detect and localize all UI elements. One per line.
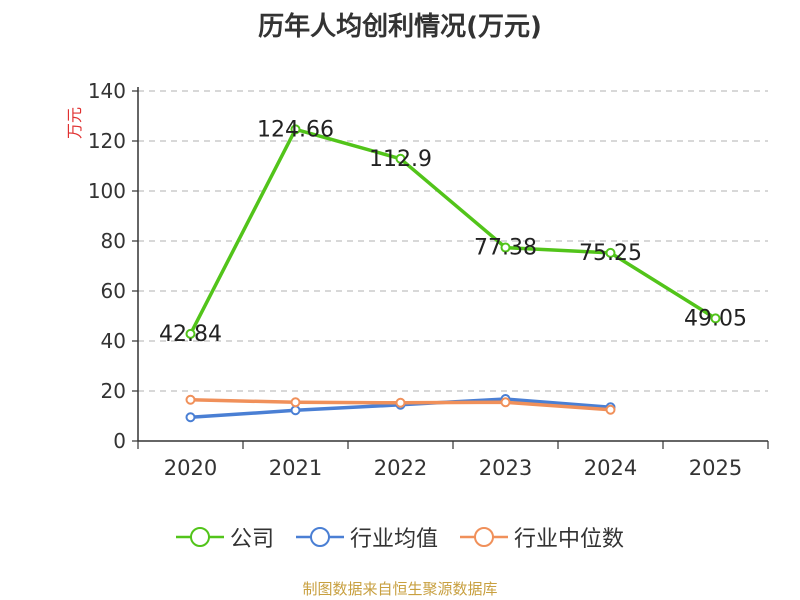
x-tick-label: 2023	[479, 456, 532, 480]
legend-swatch-marker	[474, 527, 494, 547]
legend-item[interactable]: 公司	[175, 521, 274, 553]
data-label: 124.66	[257, 117, 334, 142]
data-label: 42.84	[159, 322, 222, 347]
legend-swatch	[175, 527, 224, 547]
data-point	[185, 412, 196, 423]
data-point	[290, 397, 301, 408]
source-note: 制图数据来自恒生聚源数据库	[302, 580, 498, 598]
y-tick-label: 60	[101, 279, 126, 303]
legend: 公司 行业均值 行业中位数	[0, 520, 800, 554]
chart-title: 历年人均创利情况(万元)	[258, 12, 542, 42]
legend-item[interactable]: 行业均值	[295, 521, 438, 553]
data-point	[710, 313, 721, 324]
x-tick-label: 2022	[374, 456, 427, 480]
y-tick-label: 40	[101, 329, 126, 353]
data-label: 77.38	[474, 236, 537, 261]
data-point	[500, 397, 511, 408]
legend-item[interactable]: 行业中位数	[460, 521, 624, 553]
data-label: 49.05	[684, 306, 747, 331]
y-tick-label: 20	[101, 379, 126, 403]
data-point	[185, 328, 196, 339]
data-point	[605, 404, 616, 415]
x-tick-label: 2024	[584, 456, 637, 480]
x-tick-label: 2020	[164, 456, 217, 480]
series-lines	[185, 124, 721, 423]
data-labels: 42.84 124.66 112.9 77.38 75.25 49.05	[159, 117, 747, 347]
data-label: 112.9	[369, 147, 432, 172]
legend-swatch	[295, 527, 344, 547]
legend-swatch-marker	[309, 527, 330, 547]
y-tick-label: 0	[113, 429, 126, 453]
legend-label: 公司	[229, 527, 274, 552]
series-line-0	[188, 127, 717, 335]
legend-swatch	[460, 527, 508, 547]
legend-swatch-marker	[189, 527, 210, 547]
y-tick-label: 140	[88, 79, 126, 103]
data-point	[290, 405, 301, 416]
x-tick-label: 2025	[689, 456, 742, 480]
legend-label: 行业均值	[349, 527, 438, 552]
data-point	[395, 397, 406, 408]
data-point	[290, 124, 301, 135]
y-tick-label: 120	[88, 129, 126, 153]
data-point	[605, 247, 616, 258]
grid-lines	[138, 90, 768, 392]
x-tick-label: 2021	[269, 456, 322, 480]
y-tick-label: 100	[88, 179, 126, 203]
data-point	[500, 242, 511, 253]
legend-label: 行业中位数	[514, 527, 625, 552]
data-point	[185, 394, 196, 405]
data-label: 75.25	[579, 241, 642, 266]
y-axis-title: 万元	[65, 107, 84, 139]
y-tick-label: 80	[101, 229, 126, 253]
data-point	[395, 153, 406, 164]
